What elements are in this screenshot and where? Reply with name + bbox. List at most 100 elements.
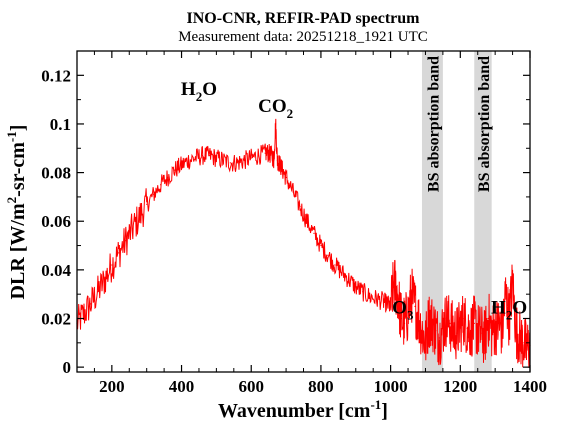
data-point bbox=[139, 215, 141, 217]
data-point bbox=[334, 264, 336, 266]
data-point bbox=[400, 317, 402, 320]
x-axis-label-close: ] bbox=[381, 400, 388, 422]
y-axis-label-a: DLR [W/m bbox=[7, 203, 29, 299]
data-point bbox=[431, 322, 434, 324]
annotation-sub: 2 bbox=[287, 106, 294, 121]
data-point bbox=[525, 347, 528, 349]
data-point bbox=[125, 240, 127, 242]
chart-title: INO-CNR, REFIR-PAD spectrum bbox=[186, 10, 420, 27]
data-point bbox=[281, 169, 284, 171]
data-point bbox=[278, 162, 280, 164]
annotation-h2o-left: H2O bbox=[181, 79, 217, 104]
annotation-tail: O bbox=[202, 79, 217, 100]
data-point bbox=[208, 154, 211, 157]
data-point bbox=[491, 330, 493, 332]
data-point bbox=[403, 322, 406, 324]
data-point bbox=[194, 157, 197, 159]
data-point bbox=[236, 162, 238, 164]
data-point bbox=[456, 332, 458, 334]
series-group bbox=[76, 118, 531, 368]
data-point bbox=[396, 293, 399, 295]
data-point bbox=[320, 244, 322, 247]
x-tick-label: 800 bbox=[308, 377, 334, 396]
data-point bbox=[428, 317, 430, 320]
data-point bbox=[187, 159, 190, 162]
x-tick-label: 1400 bbox=[513, 377, 547, 396]
data-point bbox=[393, 281, 395, 283]
data-point bbox=[487, 317, 489, 320]
absorption-band-label-2: BS absorption band bbox=[476, 56, 493, 192]
data-point bbox=[511, 281, 514, 283]
data-point bbox=[421, 330, 423, 332]
x-tick-label: 1200 bbox=[443, 377, 477, 396]
data-point bbox=[104, 278, 106, 281]
data-point bbox=[438, 337, 440, 339]
data-point bbox=[498, 322, 500, 324]
data-point bbox=[341, 271, 343, 273]
data-point bbox=[449, 322, 451, 324]
y-tick-label: 0.02 bbox=[41, 310, 71, 329]
chart-subtitle: Measurement data: 20251218_1921 UTC bbox=[178, 29, 428, 45]
y-axis-label-sup2: -1 bbox=[4, 131, 19, 142]
data-point bbox=[285, 176, 287, 179]
data-point bbox=[477, 330, 479, 332]
data-point bbox=[273, 159, 275, 162]
y-axis-label: DLR [W/m2-sr-cm-1] bbox=[4, 125, 29, 300]
data-point bbox=[275, 123, 277, 125]
data-point bbox=[292, 191, 294, 193]
data-point bbox=[167, 176, 169, 179]
data-point bbox=[160, 184, 162, 186]
y-axis-label-c: ] bbox=[7, 125, 29, 132]
annotation-sub: 2 bbox=[196, 89, 203, 104]
data-point bbox=[390, 305, 392, 307]
data-point bbox=[97, 291, 99, 293]
data-point bbox=[522, 342, 524, 344]
data-point bbox=[386, 303, 388, 305]
data-point bbox=[505, 293, 507, 295]
data-point bbox=[515, 330, 517, 332]
y-tick-label: 0.08 bbox=[41, 164, 71, 183]
annotation-sub: 3 bbox=[407, 308, 414, 323]
data-point bbox=[466, 327, 468, 329]
data-point bbox=[222, 159, 224, 162]
data-point bbox=[313, 232, 315, 234]
data-point bbox=[355, 286, 357, 288]
data-point bbox=[276, 159, 278, 162]
y-tick-label: 0.1 bbox=[50, 115, 71, 134]
data-point bbox=[414, 305, 416, 307]
y-axis-label-b: -sr-cm bbox=[7, 142, 29, 197]
x-axis-label: Wavenumber [cm-1] bbox=[218, 397, 388, 422]
x-axis-label-main: Wavenumber [cm bbox=[218, 400, 371, 422]
annotation-base: H bbox=[181, 79, 196, 100]
data-point bbox=[480, 332, 482, 334]
data-point bbox=[243, 159, 245, 162]
data-point bbox=[111, 264, 113, 266]
data-point bbox=[299, 206, 301, 208]
annotation-h2o-right: H2O bbox=[491, 298, 527, 323]
data-point bbox=[180, 164, 183, 166]
data-point bbox=[424, 342, 427, 344]
annotation-base: O bbox=[392, 298, 407, 319]
annotation-co2: CO2 bbox=[258, 96, 293, 121]
x-axis-label-sup: -1 bbox=[370, 397, 381, 412]
data-point bbox=[271, 154, 273, 157]
data-point bbox=[442, 327, 444, 329]
annotation-base: CO bbox=[258, 96, 287, 117]
x-tick-label: 600 bbox=[238, 377, 264, 396]
data-point bbox=[327, 254, 329, 256]
data-point bbox=[215, 157, 217, 159]
data-point bbox=[146, 203, 148, 205]
absorption-band-2 bbox=[474, 51, 492, 372]
data-point bbox=[435, 330, 437, 332]
data-point bbox=[118, 252, 120, 254]
data-point bbox=[306, 220, 308, 222]
data-point bbox=[369, 296, 371, 298]
data-point bbox=[383, 300, 385, 303]
data-point bbox=[257, 154, 259, 157]
data-point bbox=[90, 303, 92, 305]
absorption-band-label-1: BS absorption band bbox=[425, 56, 442, 192]
annotation-base: H bbox=[491, 298, 506, 319]
data-point bbox=[83, 313, 85, 315]
annotation-o3: O3 bbox=[392, 298, 414, 323]
